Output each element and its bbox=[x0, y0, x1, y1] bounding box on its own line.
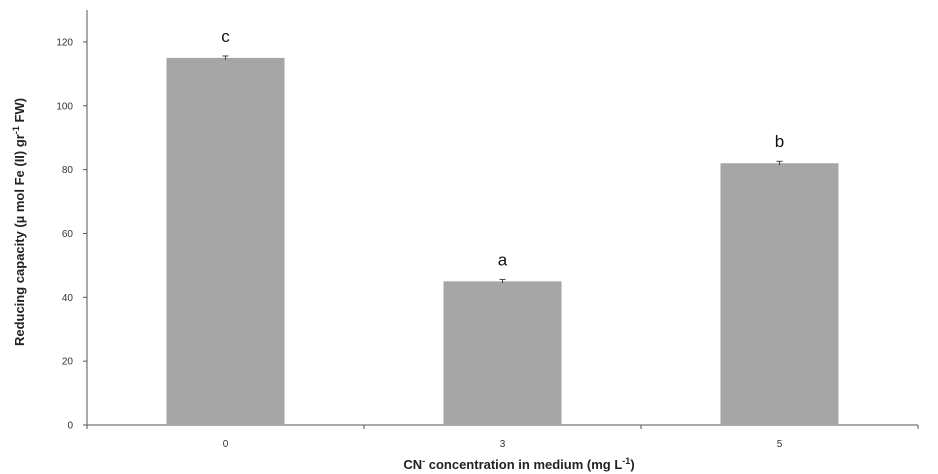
x-axis-title-end: ) bbox=[630, 457, 634, 472]
x-axis-ticks: 0 3 5 bbox=[86, 425, 919, 450]
bars: c a b bbox=[166, 27, 839, 426]
x-axis-title-rest: concentration in medium (mg L bbox=[425, 457, 622, 472]
significance-label: b bbox=[775, 132, 784, 151]
y-axis-title-end: FW) bbox=[12, 98, 27, 126]
bar bbox=[720, 163, 839, 425]
y-tick-label: 120 bbox=[56, 37, 73, 48]
x-axis-title-unit-sup: -1 bbox=[622, 456, 630, 466]
bar bbox=[443, 281, 562, 425]
x-tick-label: 3 bbox=[500, 439, 506, 450]
y-tick-label: 20 bbox=[62, 357, 74, 368]
bar bbox=[166, 57, 285, 426]
y-axis-title: Reducing capacity (µ mol Fe (II) gr-1 FW… bbox=[11, 98, 27, 346]
y-axis-ticks: 0 20 40 60 80 100 120 bbox=[56, 37, 87, 432]
y-tick-label: 100 bbox=[56, 101, 73, 112]
x-tick-label: 5 bbox=[777, 439, 783, 450]
y-tick-label: 40 bbox=[62, 293, 74, 304]
plot-area: 0 20 40 60 80 100 120 c a b 0 3 5 bbox=[56, 10, 919, 450]
significance-label: c bbox=[221, 27, 230, 46]
y-axis-title-sup: -1 bbox=[11, 126, 21, 134]
x-tick-label: 0 bbox=[223, 439, 229, 450]
x-axis-title-main: CN bbox=[403, 457, 422, 472]
y-tick-label: 80 bbox=[62, 165, 74, 176]
x-axis-title: CN- concentration in medium (mg L-1) bbox=[403, 456, 634, 472]
significance-label: a bbox=[498, 250, 508, 269]
x-axis-title-sup: - bbox=[422, 456, 425, 466]
y-axis-title-main: Reducing capacity (µ mol Fe (II) gr bbox=[12, 134, 27, 346]
y-tick-label: 60 bbox=[62, 229, 74, 240]
y-tick-label: 0 bbox=[67, 421, 73, 432]
